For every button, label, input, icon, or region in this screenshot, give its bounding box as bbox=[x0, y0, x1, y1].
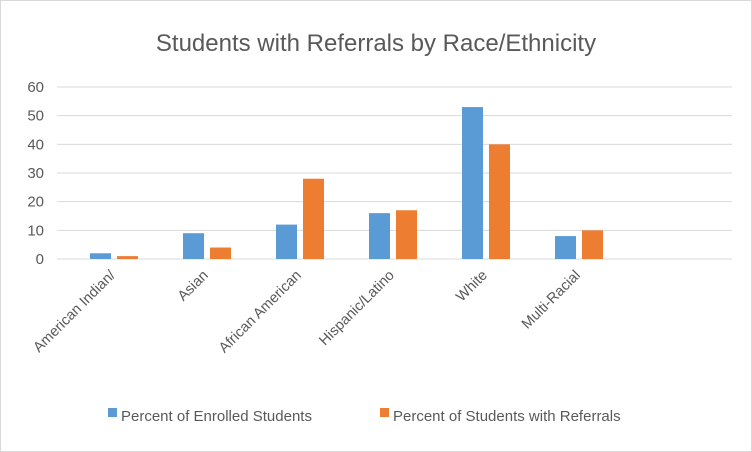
x-tick-label: African American bbox=[216, 268, 305, 357]
bar-enrolled-1 bbox=[183, 233, 204, 259]
y-axis-ticks: 0 10 20 30 40 50 60 bbox=[27, 79, 44, 268]
legend-swatch-enrolled bbox=[108, 408, 117, 417]
bar-enrolled-4 bbox=[462, 107, 483, 259]
legend-label-enrolled: Percent of Enrolled Students bbox=[121, 408, 312, 425]
bar-enrolled-3 bbox=[369, 213, 390, 259]
chart-title: Students with Referrals by Race/Ethnicit… bbox=[156, 30, 596, 57]
y-tick-label: 40 bbox=[27, 136, 44, 153]
gridlines bbox=[57, 86, 732, 260]
y-tick-label: 0 bbox=[36, 251, 44, 268]
bar-referrals-1 bbox=[210, 247, 231, 259]
bar-referrals-4 bbox=[489, 144, 510, 259]
y-tick-label: 60 bbox=[27, 79, 44, 96]
bar-enrolled-2 bbox=[276, 224, 297, 259]
x-axis-ticks: American Indian/Asian African American His… bbox=[31, 267, 584, 357]
legend: Percent of Enrolled Students Percent of … bbox=[108, 408, 621, 425]
x-tick-label: Multi-Racial bbox=[519, 268, 584, 333]
legend-swatch-referrals bbox=[380, 408, 389, 417]
bar-referrals-2 bbox=[303, 178, 324, 259]
x-tick-label: Asian bbox=[175, 268, 212, 305]
bar-enrolled-5 bbox=[555, 236, 576, 259]
x-tick-label: Hispanic/Latino bbox=[316, 268, 397, 349]
bar-referrals-5 bbox=[582, 230, 603, 259]
x-tick-label: American Indian/ bbox=[31, 267, 120, 356]
bar-referrals-0 bbox=[117, 256, 138, 259]
bar-enrolled-0 bbox=[90, 253, 111, 259]
y-tick-label: 20 bbox=[27, 194, 44, 211]
bars bbox=[90, 107, 603, 259]
y-tick-label: 30 bbox=[27, 165, 44, 182]
y-tick-label: 10 bbox=[27, 222, 44, 239]
legend-label-referrals: Percent of Students with Referrals bbox=[393, 408, 621, 425]
x-tick-label: White bbox=[453, 268, 491, 306]
bar-referrals-3 bbox=[396, 210, 417, 259]
y-tick-label: 50 bbox=[27, 108, 44, 125]
